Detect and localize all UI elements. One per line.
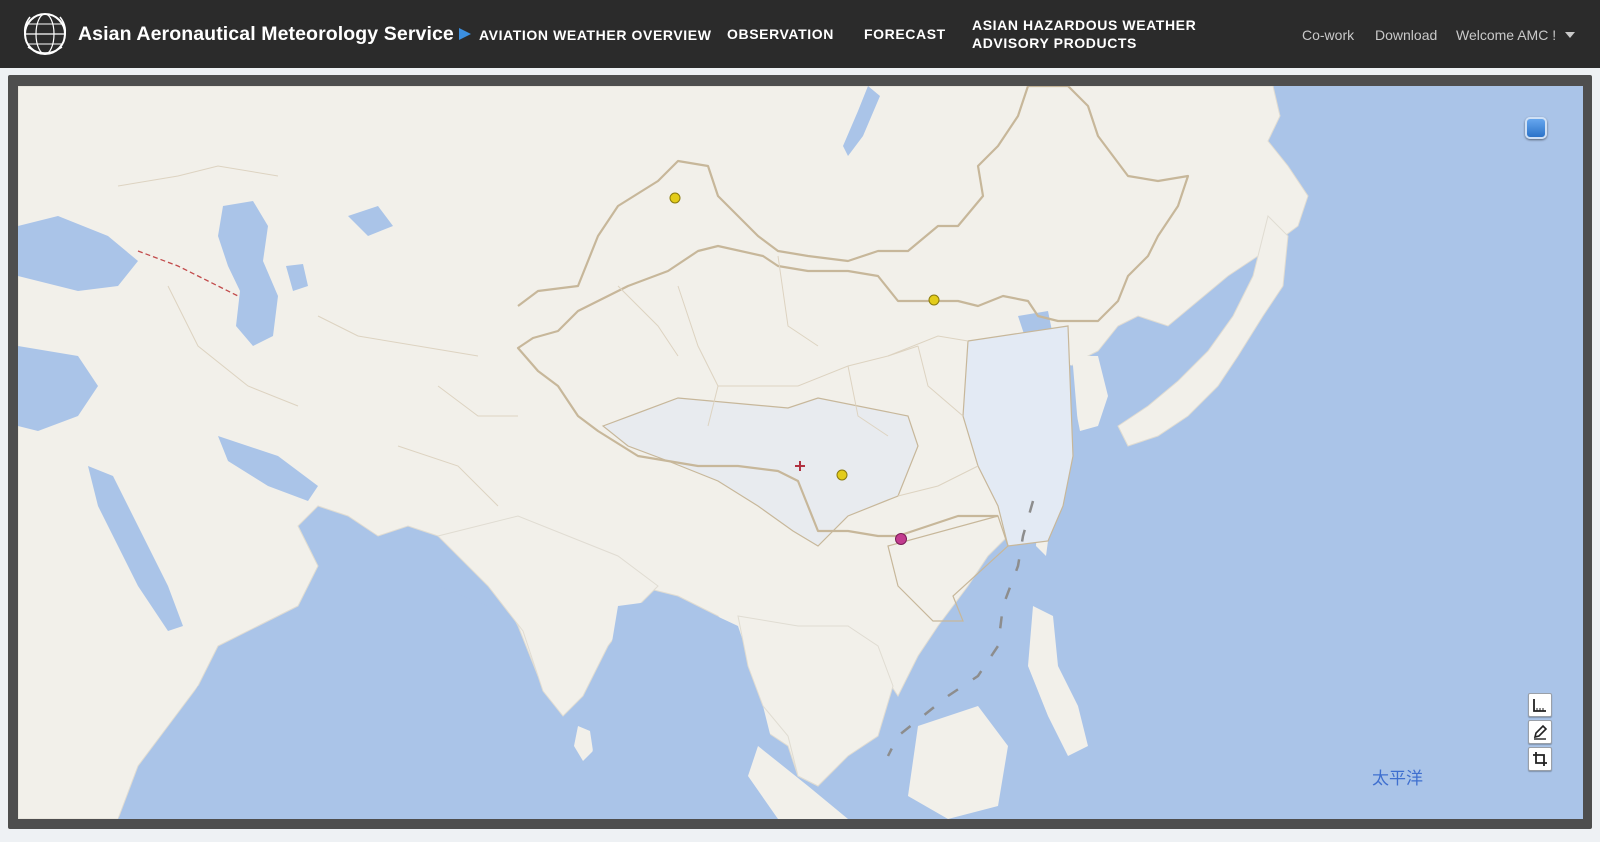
download-link[interactable]: Download [1375, 27, 1438, 43]
land-japan [1117, 215, 1289, 447]
land-korea [1073, 356, 1108, 431]
site-title: Asian Aeronautical Meteorology Service [78, 22, 454, 45]
top-navbar: Asian Aeronautical Meteorology Service A… [0, 0, 1600, 68]
land-philippines [1028, 606, 1088, 756]
marker-yellow-2 [928, 294, 940, 306]
nav-hazardous-line2: ADVISORY PRODUCTS [972, 35, 1137, 51]
land-india [437, 515, 659, 717]
ruler-icon[interactable] [1528, 693, 1552, 717]
weather-map[interactable] [18, 86, 1583, 819]
highlight-region-west [601, 397, 919, 547]
layer-switcher-icon[interactable] [1525, 117, 1547, 139]
cowork-link[interactable]: Co-work [1302, 27, 1355, 43]
nav-forecast[interactable]: FORECAST [864, 26, 946, 42]
persian-gulf [218, 436, 318, 501]
active-nav-arrow-icon [459, 28, 471, 40]
page-footer-strip [0, 829, 1600, 842]
marker-yellow-3 [836, 469, 848, 481]
mediterranean-sea [18, 346, 98, 431]
bay-of-bengal [578, 598, 778, 819]
ocean-label: 太平洋 [1372, 769, 1423, 789]
marker-yellow-1 [669, 192, 681, 204]
land-southeast-asia [737, 615, 894, 787]
draw-edit-icon[interactable] [1528, 720, 1552, 744]
chevron-down-icon[interactable] [1565, 32, 1575, 38]
black-sea [18, 216, 138, 291]
province-lines [117, 165, 979, 507]
brand[interactable]: Asian Aeronautical Meteorology Service [20, 8, 454, 60]
marker-magenta [895, 533, 907, 545]
lake-baikal [843, 86, 880, 156]
aral-sea [286, 264, 308, 291]
crop-icon[interactable] [1528, 747, 1552, 771]
red-sea [88, 466, 183, 631]
nav-aviation-weather-overview[interactable]: AVIATION WEATHER OVERVIEW [479, 27, 712, 43]
nav-hazardous-weather-advisory[interactable]: ASIAN HAZARDOUS WEATHER ADVISORY PRODUCT… [972, 16, 1196, 52]
nav-hazardous-line1: ASIAN HAZARDOUS WEATHER [972, 17, 1197, 33]
nav-observation[interactable]: OBSERVATION [727, 26, 834, 42]
map-canvas [18, 86, 1309, 819]
land-sri-lanka [574, 726, 593, 761]
user-menu[interactable]: Welcome AMC ! [1456, 27, 1557, 43]
lake-balkhash [348, 206, 393, 236]
red-cross-icon [795, 461, 805, 471]
caspian-sea [218, 201, 278, 346]
china-border [516, 86, 1190, 538]
land-sumatra [748, 746, 848, 819]
highlight-region-south [887, 515, 1009, 622]
highlight-region-east [962, 325, 1074, 547]
disputed-border [137, 250, 239, 297]
arabian-sea [118, 586, 558, 819]
land-borneo [908, 706, 1008, 819]
wmo-globe-icon [23, 13, 67, 55]
